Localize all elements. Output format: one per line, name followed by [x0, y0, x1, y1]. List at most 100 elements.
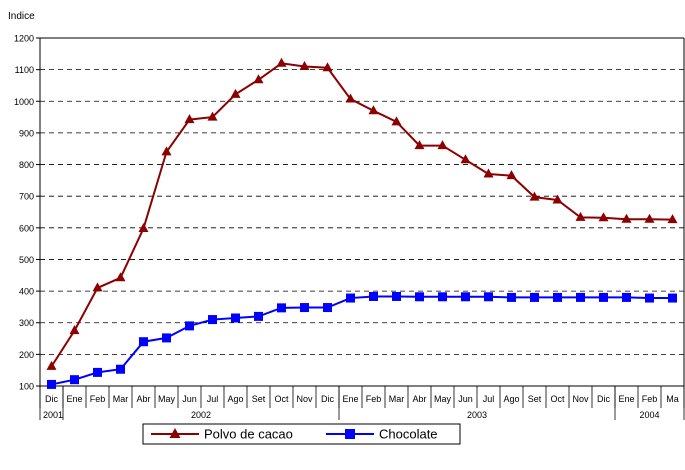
x-tick-label: Set	[528, 394, 542, 404]
x-tick-label: Ene	[342, 394, 358, 404]
y-axis: 100 200 300 400 500 600 700 800 900 1000 1100 1200	[14, 34, 41, 392]
y-tick-label: 300	[19, 318, 34, 328]
y-tick-label: 600	[19, 223, 34, 233]
data-point	[93, 367, 102, 377]
data-point	[161, 146, 172, 156]
data-point	[184, 114, 195, 124]
data-point	[116, 364, 125, 374]
data-point	[207, 111, 218, 121]
x-axis: Dic Ene Feb Mar Abr May Jun Jul Ago Set Oct Nov Dic E…	[39, 385, 685, 420]
data-point	[208, 315, 217, 325]
data-point	[346, 293, 355, 303]
x-tick-label: May	[158, 394, 176, 404]
data-point	[253, 74, 264, 84]
x-tick-label: Ago	[227, 394, 243, 404]
year-label: 2003	[467, 410, 487, 420]
x-tick-label: Jun	[458, 394, 473, 404]
data-point	[230, 88, 241, 98]
data-point	[599, 292, 608, 302]
data-point	[69, 325, 80, 335]
x-tick-label: Dic	[45, 394, 58, 404]
series-2	[47, 291, 677, 389]
x-tick-label: Mar	[113, 394, 129, 404]
y-tick-label: 1200	[14, 34, 34, 44]
data-point	[162, 333, 171, 343]
x-tick-label: Ene	[618, 394, 634, 404]
x-tick-label: Jul	[483, 394, 495, 404]
x-tick-label: Oct	[550, 394, 565, 404]
data-point	[345, 93, 356, 103]
data-point	[461, 292, 470, 302]
y-tick-label: 200	[19, 350, 34, 360]
x-tick-label: Nov	[572, 394, 589, 404]
data-point	[415, 292, 424, 302]
data-point	[299, 60, 310, 70]
x-tick-label: Ago	[503, 394, 519, 404]
x-tick-label: Nov	[296, 394, 313, 404]
legend-label: Chocolate	[379, 427, 438, 442]
data-point	[437, 140, 448, 150]
data-point	[552, 194, 563, 204]
y-tick-label: 700	[19, 192, 34, 202]
data-point	[254, 311, 263, 321]
x-tick-label: Mar	[389, 394, 405, 404]
legend-label: Polvo de cacao	[204, 427, 293, 442]
data-point	[369, 291, 378, 301]
data-point	[138, 222, 149, 232]
x-tick-label: Abr	[412, 394, 426, 404]
data-point	[530, 292, 539, 302]
data-point	[598, 212, 609, 222]
x-tick-label: Feb	[642, 394, 658, 404]
y-tick-label: 900	[19, 128, 34, 138]
data-point	[484, 292, 493, 302]
data-point	[323, 303, 332, 313]
data-point	[529, 191, 540, 201]
data-point	[576, 292, 585, 302]
data-point	[70, 375, 79, 385]
legend-marker	[345, 429, 355, 439]
x-tick-label: Dic	[597, 394, 610, 404]
series-line	[50, 62, 673, 367]
data-point	[622, 292, 631, 302]
data-point	[392, 291, 401, 301]
y-tick-label: 500	[19, 255, 34, 265]
data-point	[483, 168, 494, 178]
data-point	[644, 213, 655, 223]
x-tick-label: May	[434, 394, 452, 404]
data-point	[621, 213, 632, 223]
data-point	[414, 140, 425, 150]
series-layer	[46, 57, 678, 389]
data-point	[47, 379, 56, 389]
y-tick-label: 800	[19, 160, 34, 170]
x-tick-label: Abr	[136, 394, 150, 404]
legend-entry-1: Polvo de cacao	[151, 427, 293, 442]
data-point	[667, 214, 678, 224]
data-point	[553, 292, 562, 302]
y-axis-label: Indice	[8, 11, 35, 22]
legend-box	[142, 423, 461, 445]
data-point	[231, 313, 240, 323]
legend-marker	[169, 428, 181, 438]
y-tick-label: 1000	[14, 97, 34, 107]
y-tick-label: 400	[19, 287, 34, 297]
x-tick-label: Jun	[182, 394, 197, 404]
data-point	[668, 293, 677, 303]
year-label: 2004	[639, 410, 659, 420]
legend-entry-2: Chocolate	[326, 427, 438, 442]
data-point	[507, 292, 516, 302]
data-point	[645, 293, 654, 303]
data-point	[368, 105, 379, 115]
series-1	[46, 57, 678, 370]
data-point	[185, 321, 194, 331]
data-point	[322, 62, 333, 72]
x-tick-label: Ma	[666, 394, 679, 404]
data-point	[46, 360, 57, 370]
data-point	[276, 57, 287, 67]
x-tick-label: Feb	[90, 394, 106, 404]
data-point	[391, 116, 402, 126]
year-label: 2002	[191, 410, 211, 420]
data-point	[139, 337, 148, 347]
y-tick-label: 1100	[15, 65, 34, 75]
data-point	[575, 211, 586, 221]
